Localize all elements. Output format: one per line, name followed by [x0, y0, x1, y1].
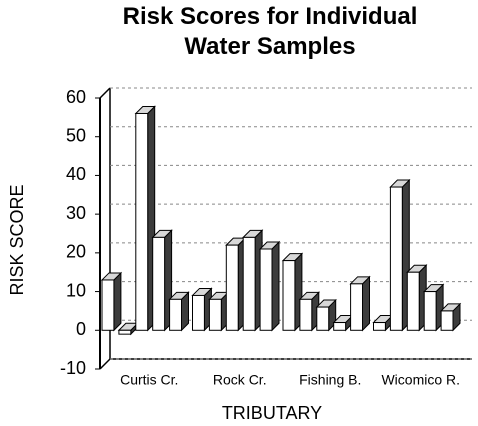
y-tick-label: 60 [66, 87, 86, 107]
bar [373, 322, 386, 331]
y-tick-label: 10 [66, 280, 86, 300]
bar [169, 298, 183, 331]
y-tick-label: 50 [66, 125, 86, 145]
x-axis-label: TRIBUTARY [222, 403, 322, 423]
bar [423, 291, 437, 331]
chart-title: Risk Scores for Individual Water Samples [122, 3, 418, 60]
bar-side [113, 271, 122, 332]
bar [192, 294, 205, 331]
y-tick-label: 30 [66, 203, 86, 223]
bar [316, 306, 330, 331]
bar [118, 329, 132, 335]
bar [350, 283, 364, 331]
x-tick-label: Fishing B. [299, 372, 361, 388]
bar [208, 298, 222, 331]
y-axis-label: RISK SCORE [7, 184, 27, 295]
bar-side [271, 240, 280, 332]
y-tick-label: 40 [66, 164, 86, 184]
x-tick-label: Wicomico R. [381, 372, 460, 388]
y-tick-label: 0 [76, 319, 86, 339]
x-tick-label: Curtis Cr. [120, 372, 178, 388]
bar [259, 248, 273, 331]
bar [152, 236, 166, 331]
bar [242, 236, 256, 331]
y-tick-label: 20 [66, 242, 86, 262]
bar [135, 112, 149, 331]
x-tick-label: Rock Cr. [213, 372, 267, 388]
bar [101, 279, 115, 331]
bar [282, 260, 296, 331]
bar [389, 186, 403, 331]
bar [299, 298, 313, 331]
bar [440, 310, 454, 331]
bar-side [362, 275, 370, 332]
side-wall [99, 87, 111, 370]
bar [406, 271, 420, 331]
bar [333, 322, 347, 331]
y-tick-label: -10 [60, 358, 86, 378]
bar [225, 244, 239, 331]
